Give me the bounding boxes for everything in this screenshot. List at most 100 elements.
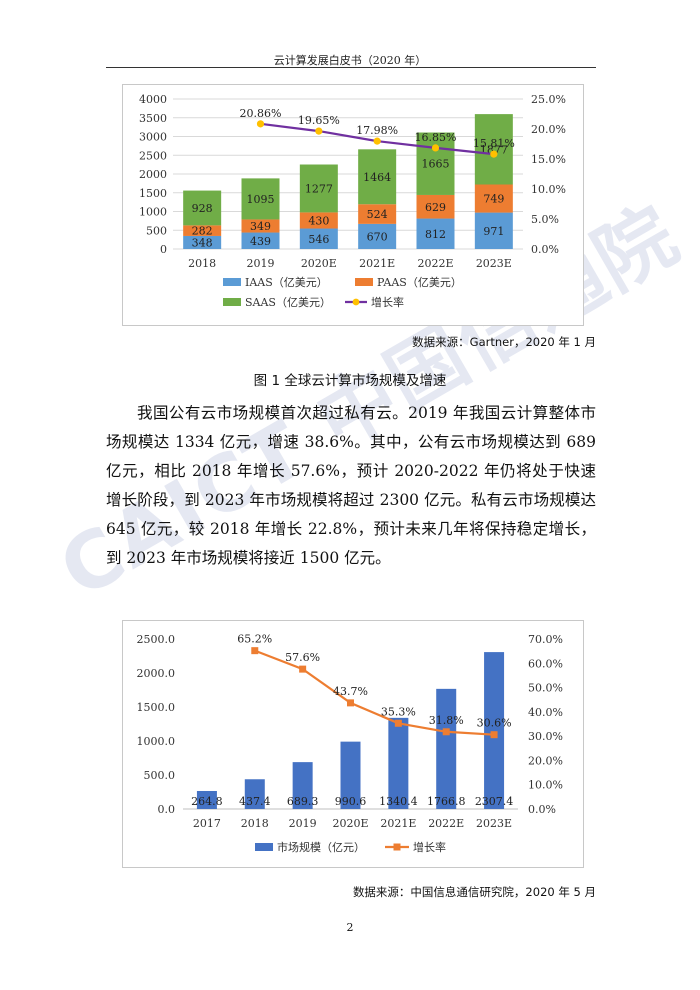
market-size-bar [196,790,217,809]
legend-swatch [255,843,273,851]
global-cloud-market-svg: 0 500 1000 1500 2000 2500 3000 3500 4000 0.0% 5.0%… [139,93,566,309]
growth-rate-point [373,137,381,145]
figure2-source: 数据来源：中国信息通信研究院，2020 年 5 月 [352,885,596,899]
bar-segment [241,232,280,249]
growth-rate-point [251,647,259,655]
y-tick-label: 2000.0 [137,667,176,680]
market-size-bar [244,779,265,809]
y2-tick-label: 25.0% [531,93,566,106]
growth-rate-label: 16.85% [415,131,457,144]
y-tick-label: 1500 [139,187,167,200]
bar-value-label: 546 [308,233,329,246]
growth-rate-label: 17.98% [356,124,398,137]
bar-value-label: 971 [483,225,504,238]
bar-segment [358,223,397,249]
y2-tick-label: 20.0% [528,754,563,767]
body-paragraph-container: 我国公有云市场规模首次超过私有云。2019 年我国云计算整体市场规模达 1334… [106,399,596,573]
x-tick-label: 2017 [193,817,221,830]
bar-segment [183,235,222,249]
legend-label: 增长率 [371,295,404,309]
header-rule [106,67,596,68]
bar-value-label: 430 [308,214,329,227]
y-tick-label: 2500 [139,149,167,162]
x-tick-label: 2022E [428,817,464,830]
bar-value-label: 812 [425,228,446,241]
bar-value-label: 1464 [363,171,391,184]
growth-rate-point [442,728,450,736]
x-tick-label: 2019 [289,817,317,830]
y-tick-label: 3500 [139,112,167,125]
bar-value-label: 928 [192,202,213,215]
bar-value-label: 670 [367,230,388,243]
growth-rate-point [490,150,498,158]
bar-value-label: 689.3 [287,795,319,808]
global-cloud-market-chart: 0 500 1000 1500 2000 2500 3000 3500 4000 0.0% 5.0%… [122,84,584,326]
growth-rate-label: 43.7% [333,685,368,698]
bar-value-label: 1766.8 [427,795,466,808]
y-tick-label: 0.0 [158,803,176,816]
growth-rate-point [394,719,402,727]
y-tick-label: 1500.0 [137,701,176,714]
bar-segment [416,194,455,219]
growth-rate-label: 35.3% [381,705,416,718]
market-size-bar [340,741,361,809]
market-size-bar [388,717,409,809]
y2-tick-label: 10.0% [531,183,566,196]
legend-label: 市场规模（亿元） [277,840,365,854]
bar-segment [299,228,338,249]
x-tick-label: 2020E [332,817,368,830]
legend-label: SAAS（亿美元） [245,296,331,309]
bar-value-label: 348 [192,236,213,249]
market-size-bar [292,762,313,809]
legend-swatch [223,278,241,286]
growth-rate-line [254,649,495,736]
y-tick-label: 500 [146,224,167,237]
bar-segment [241,219,280,233]
y-tick-label: 2000 [139,168,167,181]
x-tick-label: 2019 [247,257,275,270]
market-size-bar [484,652,505,809]
bar-segment [299,212,338,229]
x-tick-label: 2023E [476,817,512,830]
bar-value-label: 2307.4 [475,795,513,808]
legend-swatch [223,298,241,306]
growth-rate-point [256,120,265,128]
growth-rate-label: 57.6% [285,651,320,664]
legend-marker [393,843,401,851]
bar-segment [358,204,397,224]
growth-rate-label: 15.81% [473,137,515,150]
bar-value-label: 437.4 [239,795,270,808]
growth-rate-point [347,699,354,707]
y2-tick-label: 40.0% [528,706,563,719]
bar-value-label: 990.6 [335,795,367,808]
y-tick-label: 1000.0 [137,735,176,748]
figure1-caption: 图 1 全球云计算市场规模及增速 [253,373,447,389]
growth-rate-label: 20.86% [240,107,282,120]
bar-value-label: 1340.4 [379,795,418,808]
page-number: 2 [346,921,354,934]
x-tick-label: 2021E [380,817,416,830]
bar-segment [183,225,222,236]
legend-swatch [355,278,373,286]
bar-value-label: 1095 [247,193,275,206]
china-cloud-market-svg: 0.0 500.0 1000.0 1500.0 2000.0 2500.0 0.0% 10.0… [137,633,563,854]
y2-tick-label: 20.0% [531,123,566,136]
x-tick-label: 2018 [188,257,216,270]
bar-segment [299,164,338,213]
legend-marker [352,298,360,306]
y-tick-label: 3000 [139,131,167,144]
x-tick-label: 2018 [241,817,269,830]
page-header-title: 云计算发展白皮书（2020 年） [273,54,427,67]
legend-label: IAAS（亿美元） [245,276,328,289]
growth-rate-label: 65.2% [237,633,272,646]
bar-value-label: 349 [250,220,271,233]
bar-segment [474,212,513,249]
growth-rate-label: 19.65% [298,114,340,127]
growth-rate-label: 31.8% [429,714,464,727]
y2-tick-label: 70.0% [528,633,563,646]
body-paragraph: 我国公有云市场规模首次超过私有云。2019 年我国云计算整体市场规模达 1334… [106,404,596,567]
bar-value-label: 524 [367,208,388,221]
growth-rate-point [431,144,440,152]
bar-value-label: 629 [425,201,446,214]
y2-tick-label: 50.0% [528,682,563,695]
